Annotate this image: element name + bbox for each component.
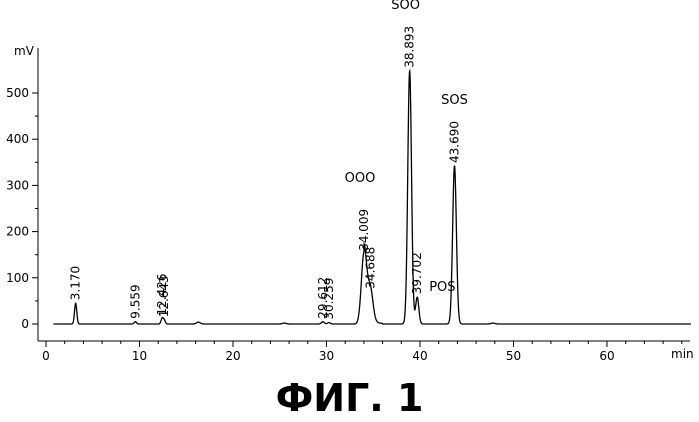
peak-rt-label: 9.559 — [128, 284, 142, 318]
peak-rt-label: 34.009 — [357, 209, 371, 251]
x-tick-label: 50 — [506, 349, 521, 363]
x-tick-label: 10 — [132, 349, 147, 363]
chromatogram-chart: 0 10 20 30 40 50 60 0 100 200 300 400 500 3.170 9.559… — [0, 0, 699, 375]
y-tick-label: 300 — [6, 178, 29, 192]
peak-rt-label: 3.170 — [69, 266, 83, 300]
figure-caption: ФИГ. 1 — [0, 378, 699, 418]
compound-label-sos: SOS — [441, 93, 468, 108]
y-axis-unit-label: mV — [14, 44, 35, 58]
x-tick-label: 20 — [225, 349, 240, 363]
x-tick-label: 60 — [599, 349, 614, 363]
y-tick-label: 200 — [6, 225, 29, 239]
compound-label-ooo: OOO — [345, 171, 376, 186]
peak-rt-label: 38.893 — [403, 26, 417, 68]
peak-rt-label: 43.690 — [448, 121, 462, 163]
peak-rt-label: 34.688 — [363, 247, 377, 289]
y-tick-label: 400 — [6, 132, 29, 146]
x-tick-label: 40 — [412, 349, 427, 363]
x-tick-label: 0 — [42, 349, 50, 363]
y-tick-label: 500 — [6, 86, 29, 100]
x-tick-label: 30 — [319, 349, 334, 363]
peak-rt-label: 30.259 — [322, 278, 336, 320]
y-tick-label: 0 — [21, 317, 29, 331]
peak-rt-label: 12.643 — [157, 275, 171, 317]
peak-rt-label: 39.702 — [410, 252, 424, 294]
y-tick-label: 100 — [6, 271, 29, 285]
compound-label-pos: POS — [429, 280, 455, 295]
peak-labels: 3.1709.55912.42612.64329.61230.25934.009… — [69, 26, 462, 320]
compound-label-soo: SOO — [391, 0, 420, 13]
x-axis-unit-label: min — [671, 347, 694, 361]
chart-ticks: 0 10 20 30 40 50 60 0 100 200 300 400 500 — [6, 86, 682, 363]
